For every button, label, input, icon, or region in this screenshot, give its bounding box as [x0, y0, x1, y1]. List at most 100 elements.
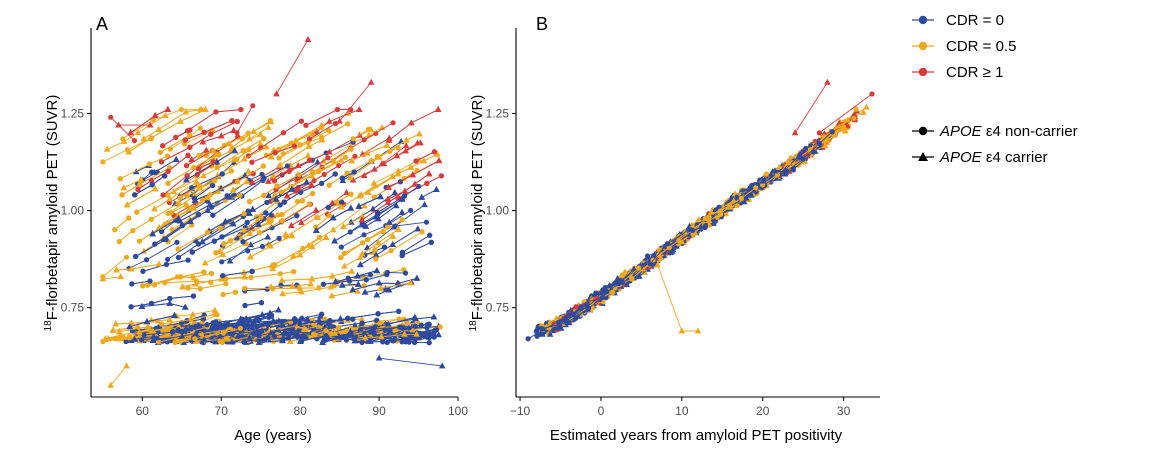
data-point	[292, 317, 298, 323]
data-point	[257, 230, 263, 236]
data-point	[344, 170, 350, 176]
data-point	[350, 136, 356, 142]
data-point	[100, 159, 106, 165]
data-point	[264, 199, 270, 206]
trajectory-line	[268, 134, 360, 182]
data-point	[210, 159, 216, 165]
data-point	[182, 141, 188, 147]
panel-a-x-axis-title: Age (years)	[234, 427, 312, 444]
trajectory-line	[191, 173, 223, 189]
data-point	[134, 209, 140, 215]
trajectory-line	[222, 270, 253, 277]
trajectory-line	[184, 129, 213, 145]
trajectory-line	[153, 159, 177, 173]
trajectory-line	[185, 312, 271, 330]
data-point	[220, 273, 226, 279]
data-point	[314, 214, 320, 221]
data-point	[242, 285, 248, 292]
data-point	[115, 121, 122, 128]
trajectory-line	[278, 123, 348, 159]
data-point	[423, 332, 429, 338]
data-point	[261, 192, 267, 198]
data-point	[234, 130, 240, 136]
data-point	[126, 323, 133, 330]
trajectory-line	[276, 39, 309, 95]
data-point	[162, 173, 168, 179]
trajectory-line	[163, 196, 233, 240]
data-point	[407, 119, 415, 126]
data-point	[363, 277, 369, 283]
data-point	[863, 103, 870, 110]
data-point	[332, 171, 338, 177]
data-point	[143, 318, 151, 325]
data-point	[358, 250, 366, 257]
trajectory-line	[350, 316, 416, 333]
data-point	[294, 198, 301, 205]
data-point	[407, 279, 414, 286]
data-point	[214, 164, 220, 171]
data-point	[212, 311, 218, 317]
data-point	[375, 215, 382, 222]
data-point	[175, 200, 181, 206]
data-point	[326, 117, 333, 124]
data-point	[159, 228, 165, 235]
data-point	[348, 106, 354, 113]
data-point	[420, 157, 428, 164]
data-point	[319, 339, 326, 346]
data-point	[358, 216, 366, 223]
trajectory-line	[192, 212, 267, 253]
data-point	[365, 126, 372, 132]
data-point	[316, 234, 323, 240]
data-point	[384, 320, 392, 327]
data-point	[138, 303, 146, 310]
data-point	[380, 339, 386, 345]
data-point	[178, 332, 186, 339]
data-point	[291, 143, 298, 149]
trajectory-line	[182, 276, 245, 288]
data-point	[154, 317, 162, 324]
data-point	[326, 182, 332, 188]
data-point	[229, 186, 237, 193]
data-point	[192, 280, 199, 287]
y-tick-label: 1.25	[61, 106, 85, 120]
data-point	[359, 339, 365, 345]
data-point	[329, 226, 337, 233]
trajectory-line	[243, 265, 273, 274]
data-point	[192, 330, 200, 337]
data-point	[100, 273, 106, 280]
data-point	[359, 221, 367, 228]
data-point	[348, 191, 354, 197]
data-point	[434, 105, 442, 112]
data-point	[260, 335, 268, 342]
data-point	[218, 132, 225, 139]
data-point	[208, 131, 214, 137]
data-point	[267, 329, 275, 336]
data-point	[245, 167, 252, 174]
data-point	[214, 151, 220, 157]
data-point	[278, 276, 286, 283]
data-point	[164, 105, 172, 112]
data-point	[358, 315, 366, 322]
data-point	[241, 339, 247, 345]
data-point	[318, 136, 326, 143]
data-point	[277, 271, 283, 277]
data-point	[426, 340, 432, 346]
data-point	[237, 325, 244, 331]
data-point	[187, 132, 193, 138]
data-point	[187, 144, 193, 150]
data-point	[350, 316, 356, 322]
data-point	[117, 176, 123, 182]
data-point	[197, 286, 203, 292]
data-point	[226, 257, 234, 264]
data-point	[255, 220, 262, 227]
trajectory-line	[119, 326, 149, 333]
data-point	[134, 323, 142, 330]
data-point	[277, 202, 283, 208]
trajectory-line	[287, 184, 312, 197]
data-point	[352, 153, 358, 159]
data-point	[351, 321, 359, 328]
trajectory-line	[249, 127, 269, 140]
data-point	[288, 185, 296, 192]
data-point	[281, 199, 287, 205]
trajectory-line	[248, 120, 302, 157]
